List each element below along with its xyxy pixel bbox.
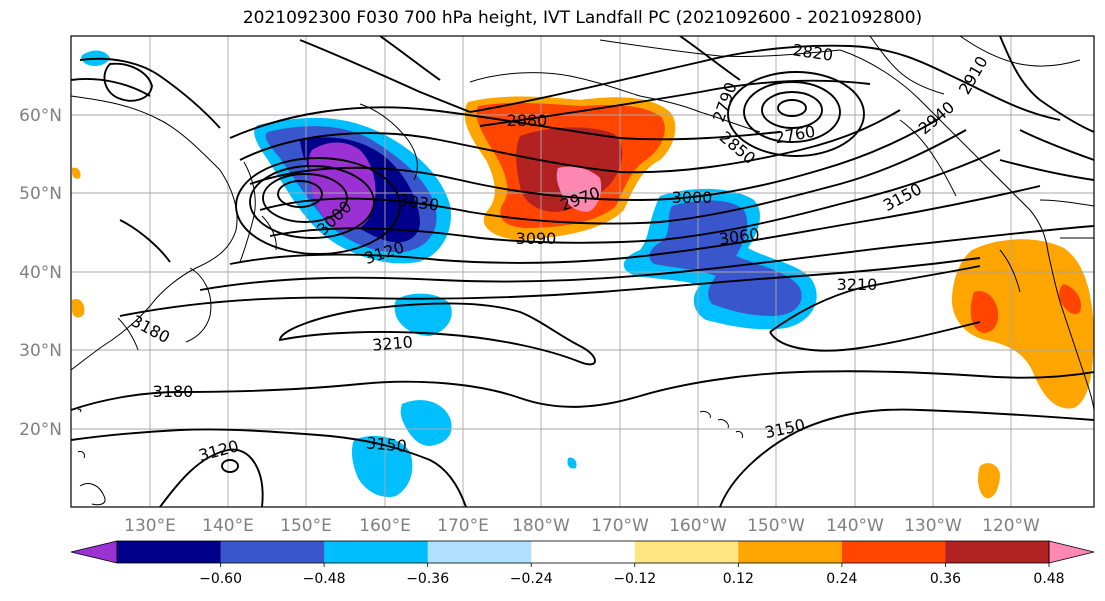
contour-label: 2880	[507, 111, 548, 130]
longitude-labels: 130°E 140°E 150°E 160°E 170°E 180°W 170°…	[124, 516, 1040, 536]
islands	[77, 408, 743, 506]
lon-label: 160°W	[669, 516, 727, 536]
colorbar-extend-max	[1048, 540, 1095, 564]
lat-label: 20°N	[19, 420, 62, 440]
lon-label: 120°W	[982, 516, 1040, 536]
contour-label: 3180	[153, 382, 194, 401]
ivt-negative-region-central	[623, 188, 817, 330]
colorbar-tick-label: 0.36	[930, 571, 961, 587]
contour-label: 3210	[371, 332, 413, 354]
lat-label: 50°N	[19, 184, 62, 204]
colorbar-tick-label: −0.12	[613, 571, 656, 587]
height-contours	[71, 36, 1094, 507]
colorbar-segment	[324, 541, 429, 563]
lon-label: 140°W	[826, 516, 884, 536]
lon-label: 170°E	[437, 516, 489, 536]
colorbar-tick-label: −0.24	[510, 571, 553, 587]
lon-label: 150°W	[747, 516, 805, 536]
ivt-positive-small-patches	[72, 167, 85, 318]
colorbar-tick-label: 0.24	[826, 571, 857, 587]
latitude-labels: 60°N 50°N 40°N 30°N 20°N	[19, 106, 62, 440]
lon-label: 130°E	[124, 516, 176, 536]
map-gridlines	[71, 36, 1094, 507]
lon-label: 150°E	[280, 516, 332, 536]
colorbar	[70, 540, 1095, 564]
colorbar-tick-label: 0.48	[1033, 571, 1064, 587]
contour-label: 3000	[672, 188, 713, 207]
coastlines	[71, 36, 1094, 411]
colorbar-tick-label: 0.12	[723, 571, 754, 587]
lat-label: 40°N	[19, 263, 62, 283]
map-panel: 2820 2910 2790 2760 2850 2940 2880 2970 …	[71, 36, 1094, 507]
colorbar-segment	[531, 541, 636, 563]
contour-label: 3150	[365, 433, 407, 455]
colorbar-segment	[117, 541, 222, 563]
lon-label: 170°W	[591, 516, 649, 536]
lon-label: 180°W	[512, 516, 570, 536]
colorbar-segment	[738, 541, 843, 563]
map-frame	[70, 35, 1095, 508]
colorbar-outline	[116, 540, 1050, 564]
lat-label: 60°N	[19, 106, 62, 126]
colorbar-tick-label: −0.60	[199, 571, 242, 587]
colorbar-segment	[220, 541, 325, 563]
colorbar-tick-labels: −0.60 −0.48 −0.36 −0.24 −0.12 0.12 0.24 0.36 0.4…	[199, 563, 1065, 587]
colorbar-extend-min	[70, 540, 118, 564]
colorbar-tick-label: −0.48	[303, 571, 346, 587]
colorbar-segment	[634, 541, 739, 563]
colorbar-segment	[945, 541, 1050, 563]
contour-label: 3210	[837, 275, 878, 294]
lon-label: 140°E	[202, 516, 254, 536]
map-title: 2021092300 F030 700 hPa height, IVT Land…	[242, 8, 923, 28]
lon-label: 130°W	[904, 516, 962, 536]
contour-label: 3090	[516, 229, 557, 248]
lon-label: 160°E	[359, 516, 411, 536]
lat-label: 30°N	[19, 341, 62, 361]
colorbar-segment	[427, 541, 532, 563]
colorbar-tick-label: −0.36	[406, 571, 449, 587]
colorbar-segment	[841, 541, 946, 563]
